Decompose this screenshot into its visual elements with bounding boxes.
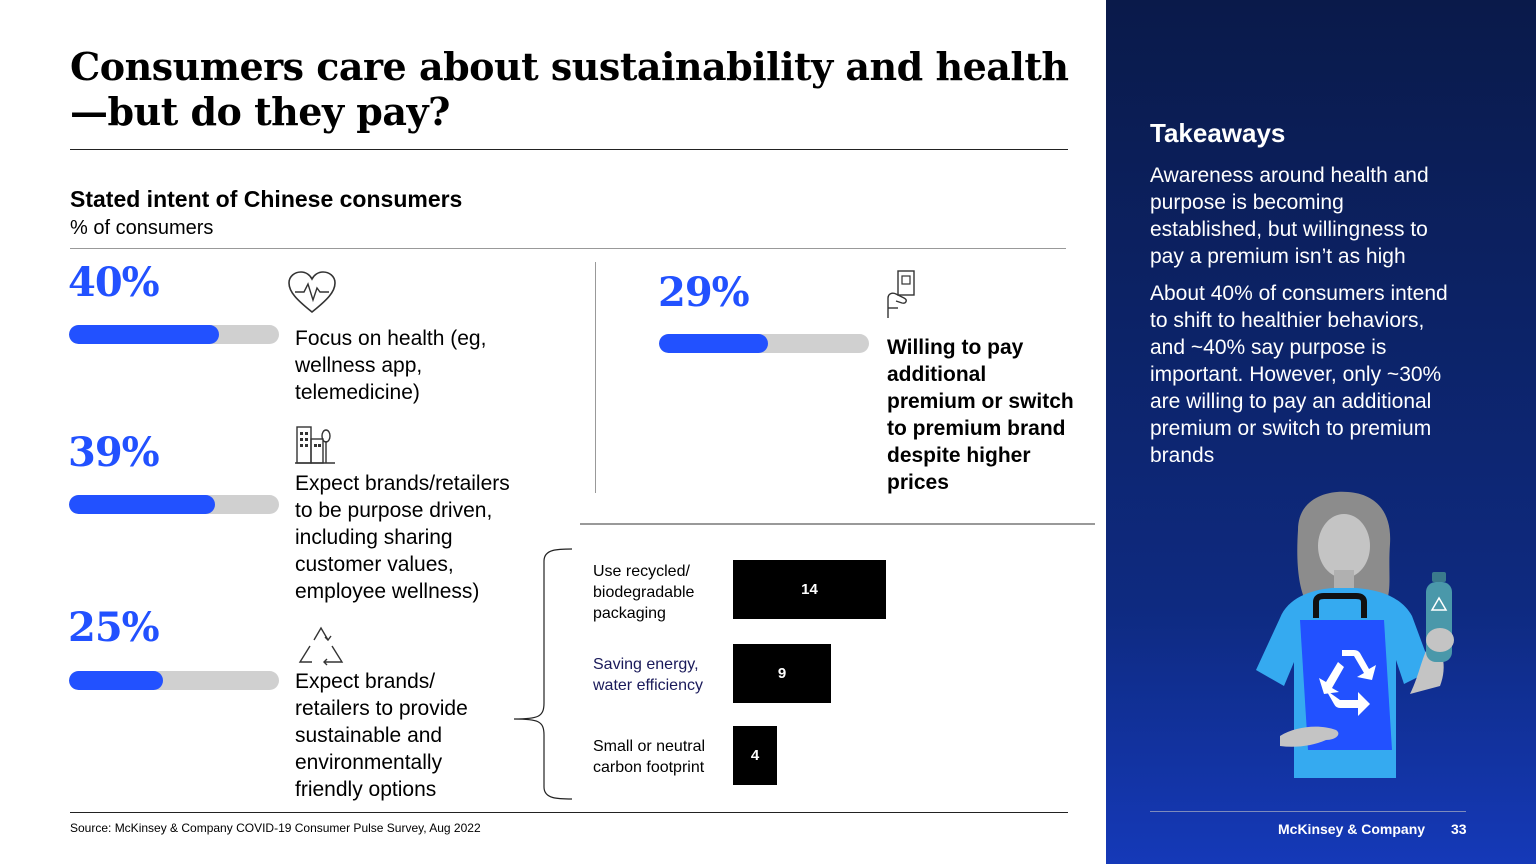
subtitle-divider (70, 248, 1066, 249)
breakdown-divider (580, 523, 1095, 525)
desc-line: prices (887, 471, 949, 494)
takeaways-panel: Takeaways Awareness around health and pu… (1106, 0, 1536, 864)
metric-value-sustainable: 25% (68, 604, 160, 651)
desc-line: including sharing (295, 526, 453, 549)
desc-line: despite higher (887, 444, 1031, 467)
metric-value-health: 40% (68, 259, 160, 306)
category-line: Saving energy, (593, 656, 699, 673)
takeaway-line: and ~40% say purpose is (1150, 336, 1387, 359)
takeaway-line: brands (1150, 444, 1215, 467)
desc-line: environmentally (295, 751, 443, 774)
bar: 14 (733, 560, 886, 619)
desc-line: premium or switch (887, 390, 1074, 413)
desc-line: Focus on health (eg, (295, 327, 487, 350)
metric-desc-sustainable: Expect brands/ retailers to provide sust… (295, 668, 468, 803)
chart-unit: % of consumers (70, 217, 214, 239)
breakdown-chart: Use recycled/ biodegradable packaging Sa… (590, 558, 1070, 788)
category-line: biodegradable (593, 584, 695, 601)
takeaway-line: About 40% of consumers intend (1150, 282, 1448, 305)
metric-desc-health: Focus on health (eg, wellness app, telem… (295, 325, 486, 406)
desc-line: Expect brands/retailers (295, 472, 510, 495)
metric-value-purpose: 39% (68, 429, 160, 476)
bar-value-label: 14 (801, 581, 818, 598)
takeaway-line: are willing to pay an additional (1150, 390, 1432, 413)
takeaway-paragraph-2: About 40% of consumers intend to shift t… (1150, 280, 1480, 469)
metric-bar-sustainable (69, 671, 279, 690)
category-label: Small or neutral carbon footprint (593, 736, 705, 778)
desc-line: sustainable and (295, 724, 443, 747)
metric-desc-purpose: Expect brands/retailers to be purpose dr… (295, 470, 510, 605)
bar-value-label: 4 (750, 747, 760, 764)
desc-line: additional (887, 363, 987, 386)
page-title: Consumers care about sustainability and … (70, 44, 1069, 134)
takeaways-title: Takeaways (1150, 118, 1286, 148)
takeaway-line: premium or switch to premium (1150, 417, 1432, 440)
category-line: water efficiency (593, 677, 703, 694)
buildings-icon (294, 423, 336, 465)
desc-line: telemedicine) (295, 381, 420, 404)
title-divider (70, 149, 1068, 150)
page-number: 33 (1451, 821, 1467, 837)
category-line: packaging (593, 605, 666, 622)
desc-line: customer values, (295, 553, 454, 576)
takeaway-line: to shift to healthier behaviors, (1150, 309, 1425, 332)
desc-line: retailers to provide (295, 697, 468, 720)
takeaway-paragraph-1: Awareness around health and purpose is b… (1150, 162, 1480, 270)
takeaway-line: pay a premium isn’t as high (1150, 245, 1406, 268)
takeaway-line: established, but willingness to (1150, 218, 1428, 241)
takeaway-line: important. However, only ~30% (1150, 363, 1442, 386)
category-label: Use recycled/ biodegradable packaging (593, 561, 694, 624)
recycle-icon (296, 624, 346, 666)
category-line: Small or neutral (593, 738, 706, 755)
category-label: Saving energy, water efficiency (593, 654, 703, 696)
metric-bar-fill (69, 671, 163, 690)
desc-line: employee wellness) (295, 580, 480, 603)
desc-line: friendly options (295, 778, 437, 801)
column-divider (595, 262, 596, 493)
metric-bar-willing (659, 334, 869, 353)
brand-name: McKinsey & Company (1278, 821, 1426, 837)
footer-divider (1150, 811, 1466, 812)
desc-line: Willing to pay (887, 336, 1024, 359)
woman-with-bag-illustration (1236, 490, 1476, 790)
desc-line: wellness app, (295, 354, 423, 377)
bars-area: 14 9 4 (733, 560, 893, 790)
hand-card-icon (884, 268, 920, 322)
metric-value-willing: 29% (658, 269, 750, 316)
takeaway-line: Awareness around health and (1150, 164, 1429, 187)
chart-subtitle: Stated intent of Chinese consumers (70, 186, 463, 212)
metric-bar-fill (69, 495, 215, 514)
bar: 9 (733, 644, 831, 703)
metric-bar-health (69, 325, 279, 344)
desc-line: to premium brand (887, 417, 1066, 440)
bottom-divider (70, 812, 1068, 813)
desc-line: to be purpose driven, (295, 499, 493, 522)
metric-bar-purpose (69, 495, 279, 514)
desc-line: Expect brands/ (295, 670, 436, 693)
category-line: carbon footprint (593, 759, 705, 776)
bar-value-label: 9 (777, 665, 787, 682)
takeaway-line: purpose is becoming (1150, 191, 1344, 214)
source-note: Source: McKinsey & Company COVID-19 Cons… (70, 821, 481, 835)
category-line: Use recycled/ (593, 563, 690, 580)
bracket-connector (512, 547, 576, 801)
heart-rate-icon (287, 270, 337, 316)
bar: 4 (733, 726, 777, 785)
metric-bar-fill (69, 325, 219, 344)
metric-bar-fill (659, 334, 768, 353)
metric-desc-willing: Willing to pay additional premium or swi… (887, 334, 1074, 496)
